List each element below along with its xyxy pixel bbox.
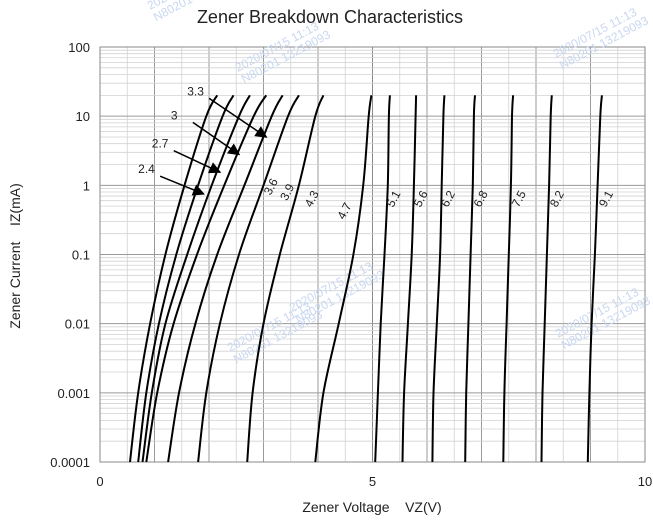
grid <box>99 46 646 463</box>
series-line-4.7 <box>314 95 373 463</box>
x-tick-label: 10 <box>638 474 652 489</box>
y-tick-label: 1 <box>83 178 90 193</box>
series-line-4.3 <box>246 94 325 463</box>
series-line-9.1 <box>586 95 603 463</box>
chart-title: Zener Breakdown Characteristics <box>197 7 463 27</box>
series-line-2.4 <box>129 94 219 463</box>
series-line-6.2 <box>431 95 446 463</box>
x-tick-label: 0 <box>96 474 103 489</box>
label-arrow-3 <box>192 121 241 156</box>
series-line-5.6 <box>401 95 418 463</box>
series-line-3 <box>141 94 251 463</box>
series-line-3.6 <box>167 94 284 463</box>
y-tick-label: 0.1 <box>72 248 90 263</box>
y-tick-label: 10 <box>76 109 90 124</box>
series-line-2.7 <box>137 94 235 463</box>
y-tick-label: 0.0001 <box>50 455 90 470</box>
y-tick-label: 100 <box>68 40 90 55</box>
y-tick-label: 0.001 <box>57 386 90 401</box>
y-axis-label: Zener Current IZ(mA) <box>7 183 23 328</box>
series-lines <box>129 94 603 463</box>
curve-label-3.3: 3.3 <box>187 84 204 98</box>
axis-ticks: 0.0001 0.001 0.01 0.1 1 10 100 0 5 10 <box>50 40 652 489</box>
series-line-3.9 <box>197 94 300 463</box>
curve-label-2.4: 2.4 <box>138 162 155 176</box>
curve-label-2.7: 2.7 <box>152 137 169 151</box>
plot-frame <box>99 46 646 463</box>
x-tick-label: 5 <box>369 474 376 489</box>
label-arrow-2.4 <box>159 175 205 196</box>
y-tick-label: 0.01 <box>65 317 90 332</box>
series-line-3.3 <box>145 94 268 463</box>
series-line-6.8 <box>464 95 476 463</box>
x-axis-label: Zener Voltage VZ(V) <box>302 499 441 515</box>
series-line-8.2 <box>540 95 553 463</box>
label-arrow-3.3 <box>208 97 268 138</box>
label-arrow-2.7 <box>173 150 222 174</box>
series-line-7.5 <box>502 95 515 463</box>
curve-label-3: 3 <box>171 108 178 122</box>
series-line-5.1 <box>374 95 391 463</box>
curve-label-4.7: 4.7 <box>334 200 354 222</box>
